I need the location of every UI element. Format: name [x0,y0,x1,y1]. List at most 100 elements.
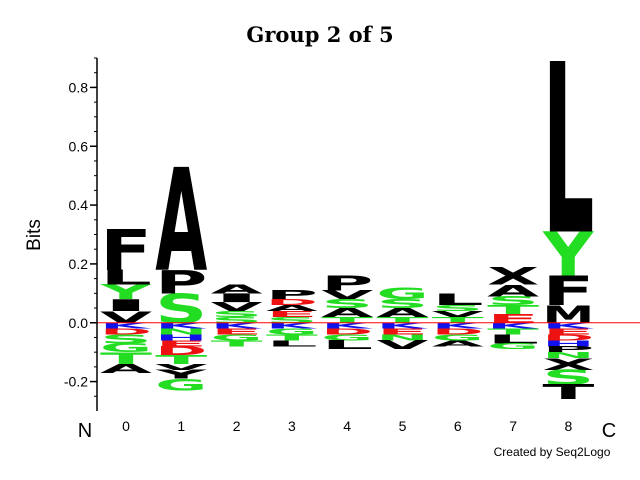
credit-text: Created by Seq2Logo [494,445,611,459]
logo-letter-I: I [211,291,263,305]
logo-letter-K: K [155,321,207,330]
logo-letter-G: G [100,341,152,355]
logo-letter-E: E [211,327,263,336]
logo-letter-S: S [211,315,263,324]
logo-letter-M: M [542,300,594,329]
logo-letter-L: L [266,339,318,348]
logo-letter-T: T [377,315,429,324]
logo-letter-A: A [487,281,539,300]
logo-letter-V: V [377,338,430,352]
y-tick-label: 0.4 [69,197,89,213]
y-tick-label: -0.2 [64,374,88,390]
x-tick-label: 4 [343,418,351,434]
logo-letter-P: P [542,345,594,354]
logo-letter-V: V [432,310,484,319]
x-tick-label: 7 [509,418,517,434]
logo-letter-T: T [100,349,153,368]
logo-letter-S: S [487,294,539,308]
logo-letter-S: S [377,297,429,311]
logo-letter-P: P [266,288,318,302]
logo-letter-G: G [155,375,207,394]
y-tick-label: 0.0 [69,315,89,331]
logo-letter-S: S [432,304,484,313]
logo-letter-H: H [155,333,207,342]
logo-letter-T: T [211,339,263,348]
logo-letter-L: L [432,290,484,309]
logo-letter-F: F [542,268,594,315]
logo-letter-A: A [432,339,484,348]
logo-letter-S: S [266,315,318,324]
logo-letter-E: E [155,339,207,348]
logo-letter-S: S [321,297,373,311]
logo-letter-D: D [321,327,373,336]
logo-letter-F: F [100,218,152,284]
logo-letter-I: I [100,296,152,315]
logo-letter-Y: Y [99,281,152,304]
logo-letter-G: G [266,327,318,336]
logo-letter-D: D [266,298,318,307]
logo-letter-T: T [487,303,539,317]
logo-letter-A: A [321,306,374,320]
logo-letter-N: N [542,351,594,360]
logo-letter-L: L [542,15,594,287]
x-axis-labels: 0 1 2 3 4 5 6 7 8 [122,418,572,434]
logo-letter-V: V [321,288,374,302]
logo-letter-G: G [487,342,539,351]
logo-letter-T: T [266,333,318,342]
y-axis-label: Bits [24,219,45,251]
logo-letter-A: A [155,140,207,305]
logo-letter-P: P [155,263,207,300]
logo-letter-G: G [321,333,373,342]
logo-letter-S: S [100,332,152,346]
logo-letter-S: S [155,285,207,332]
logo-letter-K: K [432,321,484,330]
logo-letter-H: H [542,339,594,348]
logo-letter-A: A [100,362,153,376]
logo-letter-D: D [542,333,594,342]
logo-letter-A: A [377,306,430,320]
y-axis: -0.2 0.0 0.2 0.4 0.6 0.8 [64,57,98,411]
logo-letter-K: K [211,321,263,330]
logo-letter-T: T [321,315,373,324]
logo-letter-G: G [211,333,263,342]
x-tick-label: 6 [454,418,462,434]
logo-letter-L: L [487,332,539,346]
x-tick-label: 0 [122,418,130,434]
logo-letter-K: K [321,321,373,330]
logo-letter-S: S [542,366,594,389]
logo-letter-T: T [432,315,484,324]
y-tick-label: 0.6 [69,138,89,154]
logo-letter-E: E [487,311,539,325]
logo-letter-S: S [211,309,263,318]
logo-letter-X: X [542,355,594,374]
n-terminus-label: N [78,420,92,442]
logo-letter-E: E [377,327,429,336]
logo-letter-A: A [266,304,318,313]
x-tick-label: 5 [399,418,407,434]
logo-letter-V: V [155,363,207,372]
logo-letter-K: K [377,321,429,330]
logo-letter-K: K [266,321,318,330]
logo-letter-P: P [321,272,373,295]
x-tick-label: 3 [288,418,296,434]
x-tick-label: 8 [565,418,573,434]
logo-letter-E: E [542,327,594,336]
c-terminus-label: C [602,420,616,442]
logo-letter-Y: Y [542,221,594,291]
logo-letter-V: V [211,300,264,314]
logo-letter-K: K [542,321,594,330]
logo-letter-X: X [487,262,539,290]
logo-letter-E: E [266,309,318,318]
logo-letter-L: L [100,266,152,289]
x-tick-label: 2 [233,418,241,434]
logo-letter-G: G [432,333,484,342]
logo-letter-N: N [155,327,207,336]
logo-letter-K: K [487,321,539,330]
logo-letter-L: L [321,338,373,352]
logo-letter-G: G [377,284,429,303]
logo-letter-D: D [155,344,207,358]
logo-letter-A: A [211,282,264,296]
y-tick-label: 0.8 [69,79,89,95]
x-tick-label: 1 [177,418,185,434]
